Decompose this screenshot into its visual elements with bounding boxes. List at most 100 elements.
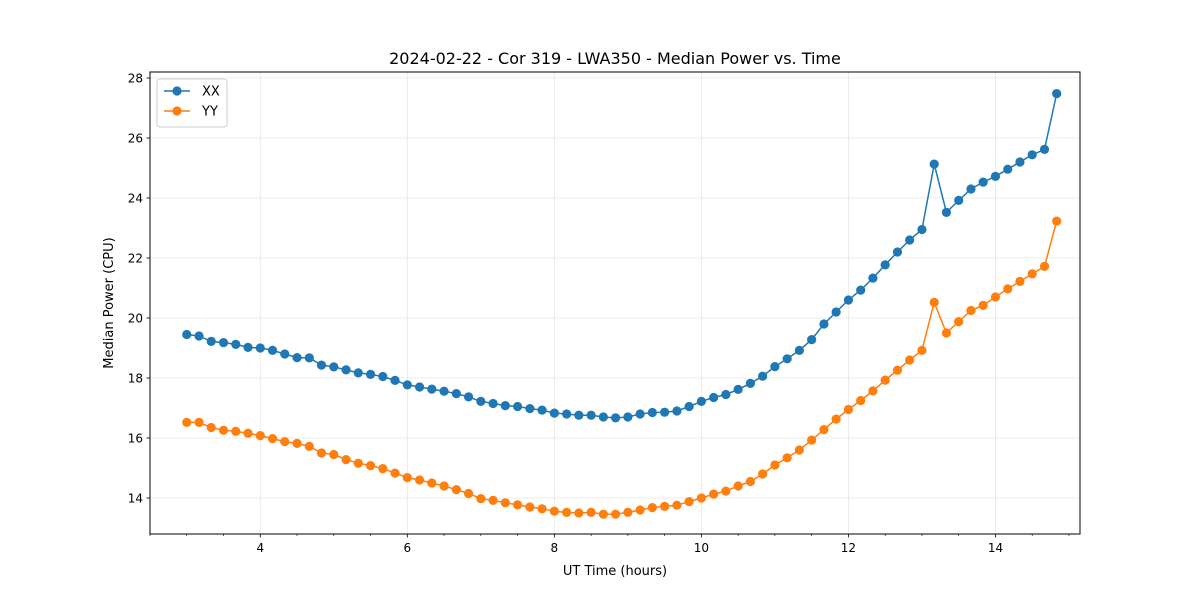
plot-frame [149,71,1081,535]
data-point-yy [794,445,804,455]
data-point-xx [488,398,498,409]
data-point-yy [684,497,694,507]
data-point-xx [917,224,927,235]
data-point-xx [329,362,339,372]
data-point-xx [794,345,804,355]
data-point-xx [978,177,988,187]
data-point-xx [1039,144,1050,154]
data-point-yy [892,365,903,375]
data-point-xx [880,260,890,270]
data-point-yy [905,355,915,365]
data-point-yy [954,317,964,327]
y-tick-label: 18 [128,372,143,386]
data-point-xx [304,353,314,363]
data-point-yy [390,468,400,478]
y-tick-label: 24 [128,192,143,206]
data-point-yy [378,464,388,474]
series-layer [182,89,1062,519]
data-point-yy [402,473,412,483]
x-axis-label: UT Time (hours) [563,564,667,579]
legend-marker-yy [172,106,182,116]
data-point-xx [439,386,449,396]
data-point-xx [647,407,657,418]
data-point-xx [341,365,351,375]
data-point-yy [231,426,241,436]
y-tick-label: 14 [128,492,143,506]
data-point-xx [709,392,719,403]
data-point-yy [990,292,1001,302]
data-point-xx [843,295,854,305]
data-point-yy [1027,269,1037,279]
data-point-xx [856,285,866,295]
data-point-yy [978,300,988,310]
data-point-yy [1015,276,1025,286]
data-point-xx [623,412,633,422]
data-point-xx [231,339,241,349]
data-point-yy [1003,284,1013,294]
data-point-yy [696,493,706,503]
x-tick-label: 10 [694,541,709,555]
data-point-xx [684,401,694,412]
y-tick-label: 22 [128,252,143,266]
data-point-yy [451,485,461,495]
data-point-yy [280,437,290,447]
data-point-xx [574,410,584,420]
data-point-xx [194,331,204,341]
data-point-yy [733,481,743,491]
data-point-yy [463,488,474,499]
x-tick-label: 14 [988,541,1003,555]
data-point-xx [610,413,621,423]
grid-layer [150,72,1080,534]
data-point-xx [427,384,437,394]
data-point-yy [206,422,216,433]
data-point-xx [267,345,278,355]
data-point-xx [549,408,559,418]
data-point-yy [598,509,608,519]
legend: XX YY [156,78,228,128]
data-point-xx [390,375,400,385]
data-point-xx [1052,89,1062,99]
data-point-xx [316,360,327,370]
data-point-yy [292,438,302,448]
chart-title: 2024-02-22 - Cor 319 - LWA350 - Median P… [389,49,841,68]
data-point-xx [660,407,670,417]
data-point-yy [267,434,278,444]
data-point-yy [353,458,363,468]
data-point-yy [966,305,976,316]
data-point-xx [745,378,756,388]
data-point-yy [476,494,486,504]
data-point-xx [941,207,952,217]
data-point-xx [378,371,388,382]
data-point-xx [463,392,474,402]
series-line-xx [186,93,1058,419]
data-point-xx [537,405,547,415]
data-point-xx [365,369,376,379]
data-point-xx [782,354,792,364]
data-point-xx [182,329,192,340]
data-point-xx [1015,157,1025,167]
data-point-yy [917,345,927,355]
data-point-xx [414,382,425,392]
data-point-xx [525,404,535,414]
data-point-yy [243,428,253,438]
data-point-xx [280,349,290,359]
data-point-xx [451,389,461,399]
data-point-yy [623,507,633,517]
axis-layer: 4 6 8 10 12 14 14 16 18 20 22 24 26 28 [128,72,1070,555]
data-point-yy [709,489,719,499]
data-point-xx [635,409,645,419]
data-point-xx [672,406,682,416]
data-point-xx [721,389,731,400]
data-point-xx [892,247,903,257]
data-point-yy [194,417,204,427]
data-point-xx [770,362,780,372]
data-point-yy [610,509,621,519]
data-point-yy [782,453,792,463]
data-point-xx [402,380,412,390]
data-point-xx [966,184,976,194]
data-point-xx [243,342,253,352]
y-tick-label: 16 [128,432,143,446]
data-point-yy [831,414,841,424]
legend-label-xx: XX [202,85,220,100]
data-point-xx [1027,150,1037,160]
